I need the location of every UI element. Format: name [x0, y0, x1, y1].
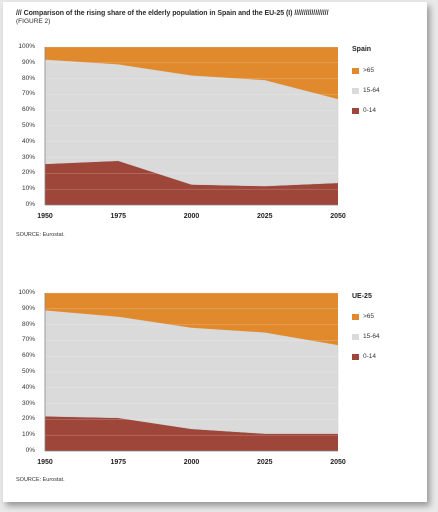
legend-item-over65: >65 [352, 313, 374, 320]
y-tick-label: 40% [21, 137, 35, 145]
y-tick-label: 20% [21, 169, 35, 177]
area-0-14 [45, 416, 338, 451]
y-tick-label: 10% [21, 185, 35, 193]
legend-label: 0-14 [363, 107, 377, 114]
y-tick-label: 60% [21, 352, 35, 360]
figure-subtitle: (FIGURE 2) [16, 18, 51, 25]
area-over65 [45, 293, 338, 346]
x-tick-label: 1975 [110, 459, 127, 466]
legend-title: UE-25 [352, 293, 372, 300]
y-tick-label: 70% [21, 336, 35, 344]
legend-item-15-64: 15-64 [352, 87, 380, 94]
y-tick-label: 40% [21, 383, 35, 391]
x-tick-label: 2000 [183, 459, 200, 466]
area-0-14 [45, 160, 338, 205]
y-tick-label: 80% [21, 74, 35, 82]
legend-swatch [352, 67, 359, 74]
legend-label: 15-64 [363, 333, 380, 340]
y-tick-label: 0% [25, 447, 35, 454]
ue25-area-chart [44, 292, 339, 452]
y-tick-label: 100% [18, 289, 35, 296]
legend-swatch [352, 313, 359, 320]
spain-area-chart [44, 46, 339, 206]
y-tick-label: 80% [21, 320, 35, 328]
legend-item-over65: >65 [352, 67, 374, 74]
y-tick-label: 100% [18, 43, 35, 50]
legend-label: >65 [363, 313, 375, 320]
source-note: SOURCE: Eurostat. [16, 477, 65, 483]
legend-item-15-64: 15-64 [352, 333, 380, 340]
x-tick-label: 2050 [330, 459, 346, 466]
y-tick-label: 10% [21, 431, 35, 439]
x-tick-label: 1975 [110, 213, 127, 220]
figure-title: /// Comparison of the rising share of th… [16, 10, 329, 17]
y-tick-label: 30% [21, 153, 35, 161]
y-tick-label: 60% [21, 106, 35, 114]
x-tick-label: 2000 [183, 213, 200, 220]
y-tick-label: 30% [21, 399, 35, 407]
y-tick-label: 20% [21, 415, 35, 423]
y-tick-label: 50% [21, 122, 35, 129]
x-tick-label: 2025 [256, 213, 273, 220]
x-tick-label: 2050 [330, 213, 346, 220]
legend-title: Spain [352, 46, 372, 53]
y-tick-label: 0% [25, 201, 35, 208]
legend-swatch [352, 353, 359, 360]
x-tick-label: 2025 [256, 459, 273, 466]
legend-item-0-14: 0-14 [352, 107, 376, 114]
legend-label: 15-64 [363, 87, 380, 94]
legend-label: >65 [363, 67, 375, 74]
legend-swatch [352, 87, 359, 94]
figure-card: /// Comparison of the rising share of th… [3, 2, 427, 502]
y-tick-label: 70% [21, 90, 35, 98]
legend-swatch [352, 333, 359, 340]
y-tick-label: 90% [21, 58, 35, 66]
legend-item-0-14: 0-14 [352, 353, 376, 360]
x-tick-label: 1950 [37, 213, 53, 220]
legend-swatch [352, 107, 359, 114]
y-tick-label: 90% [21, 304, 35, 312]
x-tick-label: 1950 [37, 459, 53, 466]
area-over65 [45, 47, 338, 100]
source-note: SOURCE: Eurostat. [16, 232, 65, 238]
y-tick-label: 50% [21, 368, 35, 375]
legend-label: 0-14 [363, 353, 377, 360]
